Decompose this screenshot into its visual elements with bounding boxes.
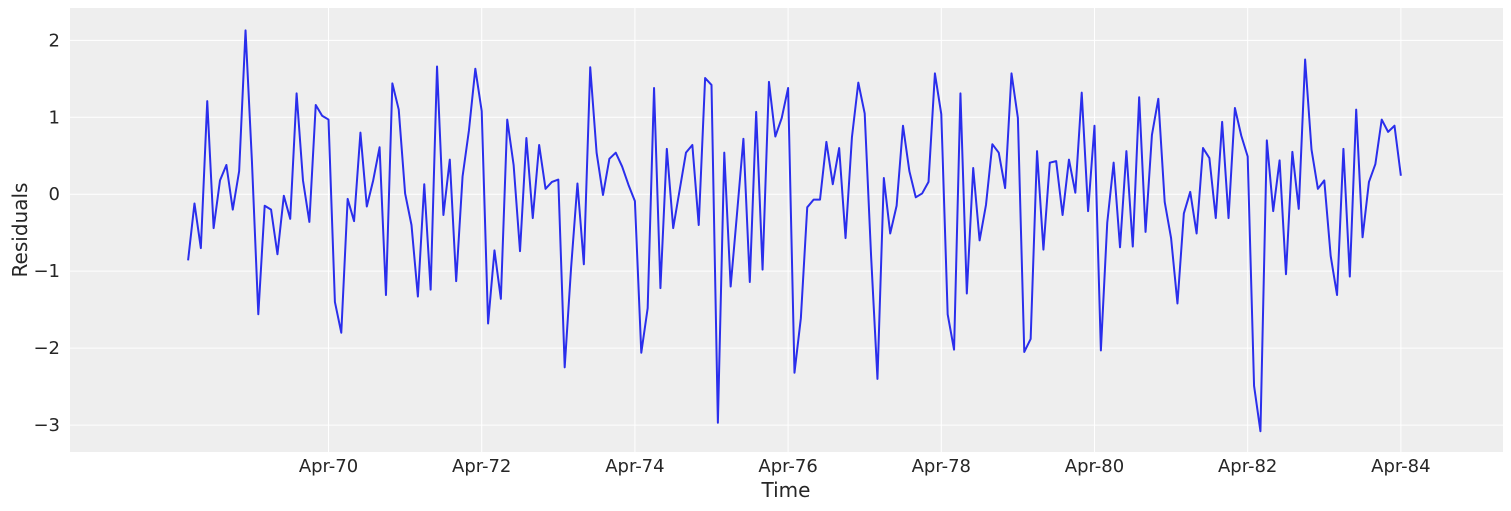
y-tick-label: −3 [33, 415, 60, 436]
y-tick-label: −2 [33, 338, 60, 359]
residuals-series-line [187, 29, 1402, 433]
x-tick-label: Apr-74 [605, 456, 664, 477]
x-tick-label: Apr-76 [758, 456, 817, 477]
y-axis-title: Residuals [8, 183, 32, 278]
x-tick-label: Apr-78 [912, 456, 971, 477]
y-gridlines [70, 39, 1503, 426]
x-tick-labels: Apr-70 Apr-72 Apr-74 Apr-76 Apr-78 Apr-80 Apr-… [299, 456, 1431, 477]
y-tick-label: 1 [49, 107, 60, 128]
x-tick-label: Apr-70 [299, 456, 358, 477]
x-tick-label: Apr-72 [452, 456, 511, 477]
x-gridlines [328, 8, 1402, 452]
x-tick-label: Apr-84 [1371, 456, 1430, 477]
x-axis-title: Time [761, 478, 811, 502]
y-tick-label: 2 [49, 30, 60, 51]
y-tick-label: −1 [33, 261, 60, 282]
x-tick-label: Apr-80 [1065, 456, 1124, 477]
y-tick-label: 0 [49, 184, 60, 205]
y-tick-labels: 2 1 0 −1 −2 −3 [33, 30, 60, 436]
series-layer [187, 29, 1402, 433]
x-tick-label: Apr-82 [1218, 456, 1277, 477]
